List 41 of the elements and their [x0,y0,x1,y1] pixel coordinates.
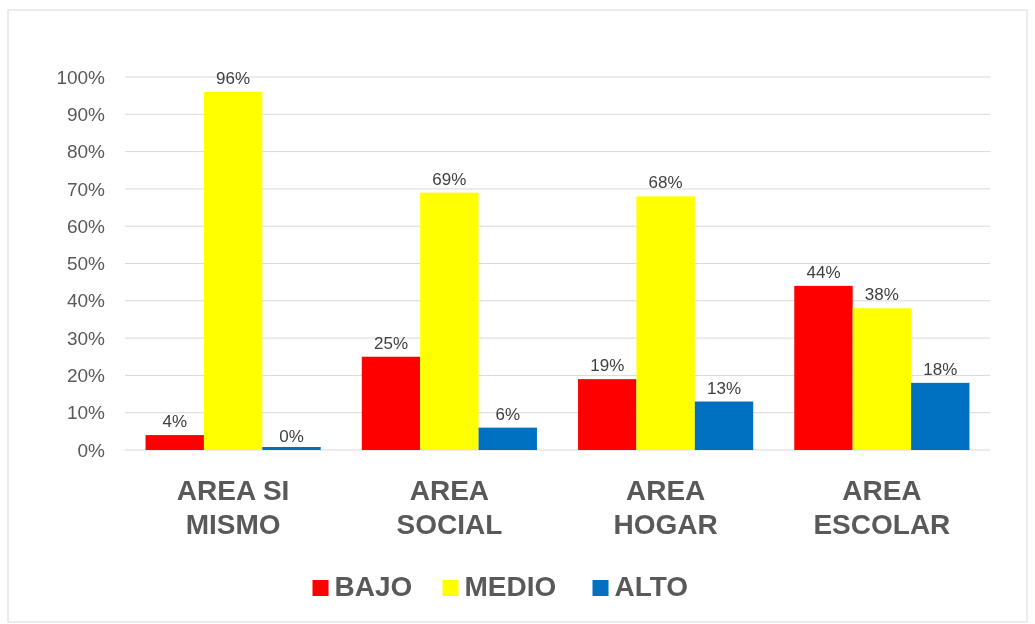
y-tick-label: 20% [66,365,106,387]
data-label: 68% [648,173,683,193]
y-tick-label: 30% [66,327,106,349]
x-tick-label: AREA HOGAR [613,475,718,540]
bar [852,308,912,450]
bar [420,192,479,450]
data-label: 25% [373,333,408,353]
bar [578,379,637,450]
y-tick-label: 60% [66,215,106,237]
bar [361,356,421,450]
data-label: 96% [216,68,251,88]
data-label: 69% [432,169,467,189]
x-tick-label: AREA SI MISMO [176,475,290,540]
y-tick-label: 10% [66,402,106,424]
y-tick-label: 90% [66,103,106,125]
data-label: 4% [162,412,188,432]
bar [145,435,204,450]
bar [694,401,754,450]
data-label: 6% [495,404,521,424]
legend-label: MEDIO [464,571,557,602]
y-tick-label: 50% [66,253,106,275]
bar [636,196,695,450]
legend-label: ALTO [614,571,689,602]
legend-label: BAJO [334,571,413,602]
bar [911,382,970,450]
y-tick-label: 80% [66,141,106,163]
data-label: 44% [806,262,841,282]
bar [794,285,853,450]
data-label: 13% [707,378,742,398]
y-tick-label: 0% [77,439,106,461]
data-label: 18% [923,359,958,379]
data-label: 38% [864,285,899,305]
bar [478,427,537,450]
y-tick-label: 40% [66,290,106,312]
x-tick-label: AREA ESCOLAR [813,475,951,540]
data-label: 0% [279,427,304,446]
data-label: 19% [590,356,625,376]
y-tick-label: 100% [56,66,106,88]
bar [203,91,263,450]
x-tick-label: AREA SOCIAL [396,475,503,540]
y-tick-label: 70% [66,178,106,200]
